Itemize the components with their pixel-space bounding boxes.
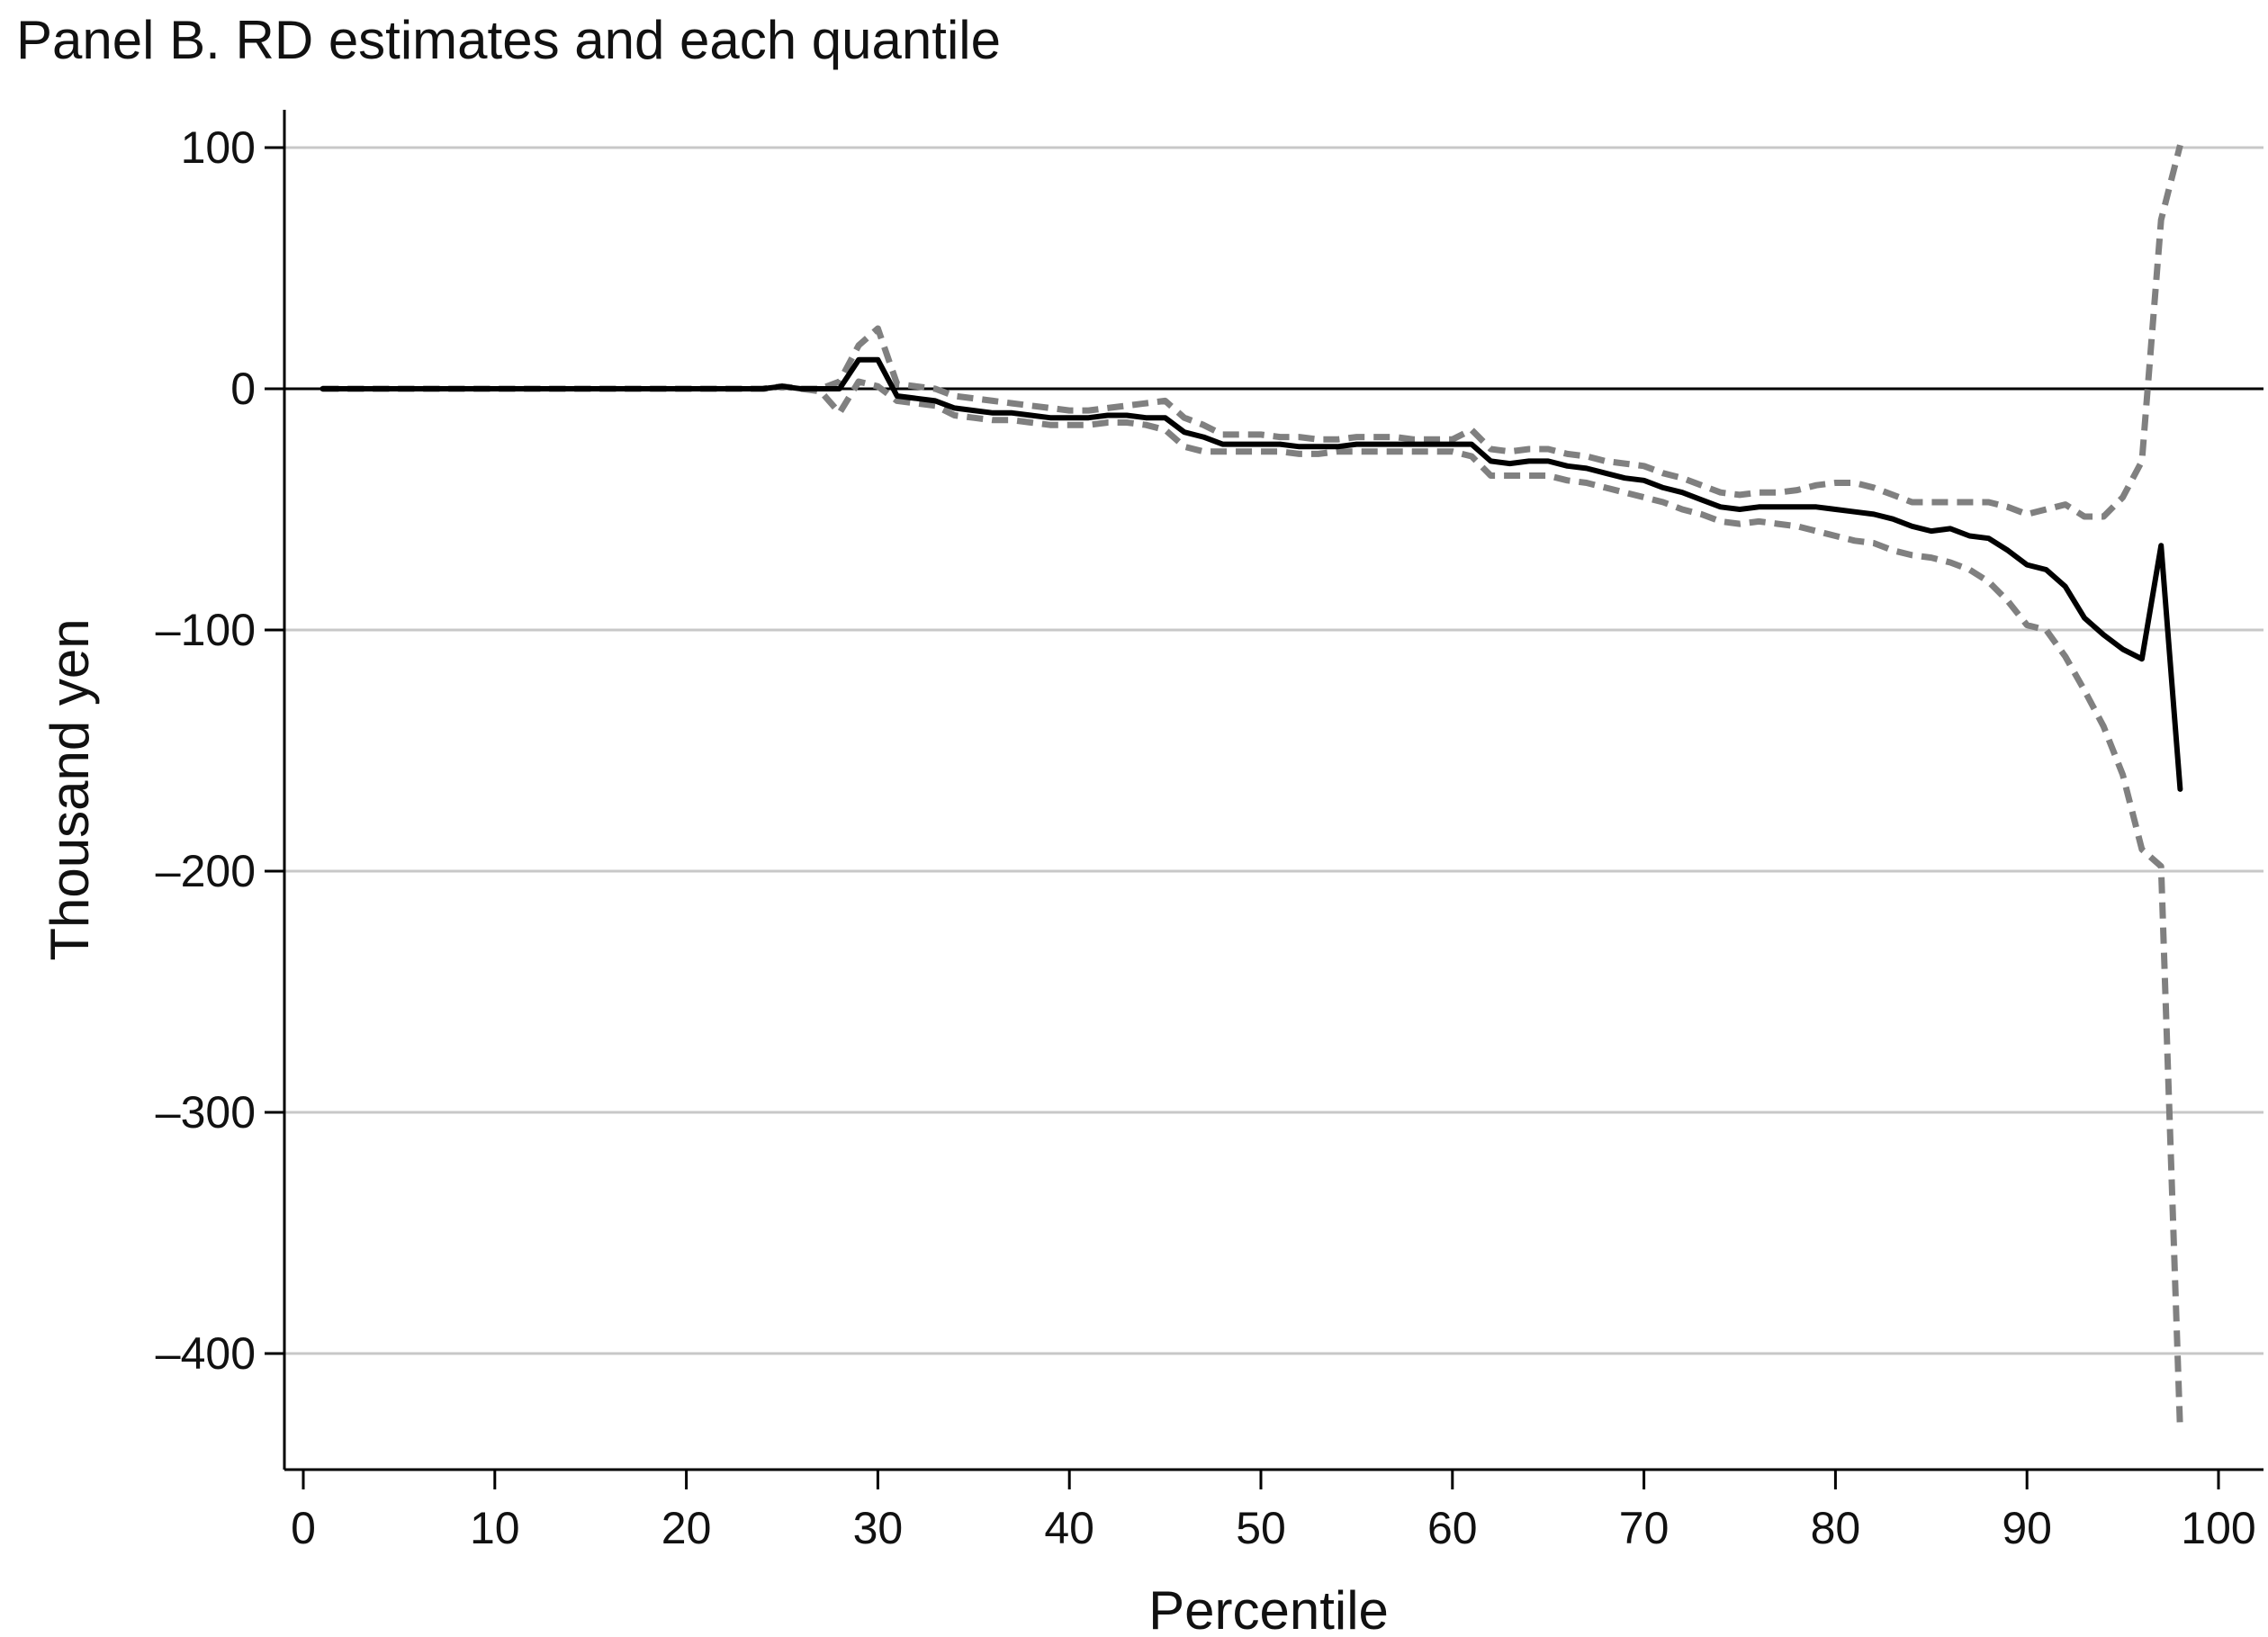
y-tick-label: 100 bbox=[181, 122, 256, 173]
x-axis-ticks: 0 10 20 30 40 50 60 70 80 90 100 bbox=[291, 1470, 2256, 1553]
x-tick-label: 10 bbox=[470, 1503, 520, 1553]
y-tick-label: –100 bbox=[156, 605, 256, 655]
x-tick-label: 50 bbox=[1236, 1503, 1286, 1553]
x-tick-label: 100 bbox=[2181, 1503, 2255, 1553]
x-tick-label: 60 bbox=[1427, 1503, 1478, 1553]
lower-confidence-band bbox=[322, 378, 2183, 1431]
y-tick-label: –200 bbox=[156, 846, 256, 896]
y-tick-label: –400 bbox=[156, 1328, 256, 1379]
x-tick-label: 70 bbox=[1619, 1503, 1670, 1553]
chart-title: Panel B. RD estimates and each quantile bbox=[16, 10, 1001, 70]
x-tick-label: 40 bbox=[1044, 1503, 1094, 1553]
series-layer bbox=[320, 144, 2183, 1431]
y-axis-title: Thousand yen bbox=[40, 618, 100, 960]
x-tick-label: 0 bbox=[291, 1503, 316, 1553]
gridlines bbox=[284, 146, 2264, 1355]
rd-estimate-line bbox=[320, 356, 2183, 792]
x-tick-label: 20 bbox=[662, 1503, 712, 1553]
x-axis-title: Percentile bbox=[1148, 1580, 1389, 1637]
y-tick-label: 0 bbox=[230, 364, 256, 414]
x-tick-label: 90 bbox=[2002, 1503, 2052, 1553]
y-axis-ticks: 100 0 –100 –200 –300 –400 bbox=[156, 122, 284, 1379]
upper-confidence-band bbox=[322, 144, 2183, 520]
x-tick-label: 30 bbox=[853, 1503, 904, 1553]
x-tick-label: 80 bbox=[1811, 1503, 1861, 1553]
y-tick-label: –300 bbox=[156, 1087, 256, 1138]
